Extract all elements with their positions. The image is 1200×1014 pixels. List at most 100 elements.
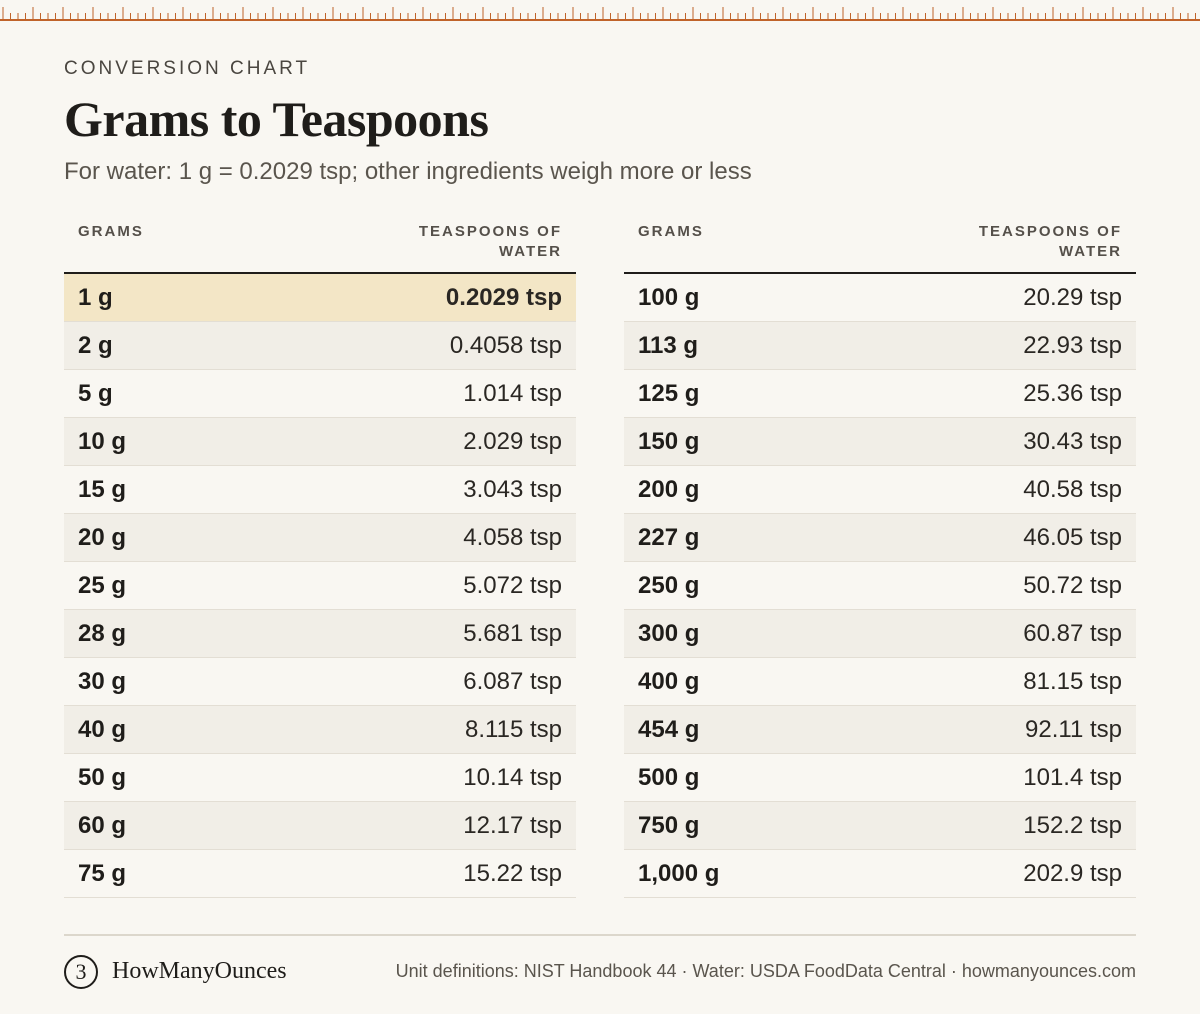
teaspoons-cell: 0.2029 tsp — [445, 283, 562, 311]
grams-cell: 400 g — [638, 667, 700, 695]
teaspoons-cell: 101.4 tsp — [1023, 763, 1122, 791]
table-row: 227 g 46.05 tsp — [624, 514, 1136, 562]
page-subtitle: For water: 1 g = 0.2029 tsp; other ingre… — [64, 158, 752, 185]
table-row: 113 g 22.93 tsp — [624, 322, 1136, 370]
teaspoons-cell: 0.4058 tsp — [449, 331, 562, 359]
teaspoons-cell: 4.058 tsp — [463, 523, 562, 551]
conversion-table-right: GRAMS TEASPOONS OF WATER 100 g 20.29 tsp 1… — [624, 218, 1136, 898]
table-row: 25 g 5.072 tsp — [64, 562, 576, 610]
teaspoons-cell: 22.93 tsp — [1023, 331, 1122, 359]
table-row: 125 g 25.36 tsp — [624, 370, 1136, 418]
brand-name: HowManyOunces — [112, 958, 287, 984]
teaspoons-cell: 20.29 tsp — [1023, 283, 1122, 311]
footer-divider — [64, 934, 1136, 936]
table-body-left: 1 g 0.2029 tsp 2 g 0.4058 tsp 5 g 1.014 tsp 10… — [64, 274, 576, 898]
teaspoons-cell: 30.43 tsp — [1023, 427, 1122, 455]
teaspoons-cell: 5.681 tsp — [463, 619, 562, 647]
teaspoons-header-line1: TEASPOONS OF — [418, 223, 562, 240]
table-row: 150 g 30.43 tsp — [624, 418, 1136, 466]
table-row: 50 g 10.14 tsp — [64, 754, 576, 802]
teaspoons-cell: 60.87 tsp — [1023, 619, 1122, 647]
teaspoons-cell: 15.22 tsp — [463, 859, 562, 887]
table-row: 15 g 3.043 tsp — [64, 466, 576, 514]
grams-cell: 15 g — [78, 475, 127, 503]
teaspoons-cell: 12.17 tsp — [463, 811, 562, 839]
grams-cell: 1 g — [78, 283, 113, 311]
grams-cell: 113 g — [638, 331, 699, 359]
table-row: 454 g 92.11 tsp — [624, 706, 1136, 754]
teaspoons-cell: 81.15 tsp — [1023, 667, 1122, 695]
teaspoons-cell: 46.05 tsp — [1023, 523, 1122, 551]
grams-cell: 150 g — [638, 427, 700, 455]
grams-cell: 25 g — [78, 571, 127, 599]
table-row: 500 g 101.4 tsp — [624, 754, 1136, 802]
eyebrow-label: CONVERSION CHART — [64, 58, 311, 79]
table-row: 28 g 5.681 tsp — [64, 610, 576, 658]
table-row: 1 g 0.2029 tsp — [64, 274, 576, 322]
ruler-decoration — [0, 7, 1200, 21]
grams-cell: 28 g — [78, 619, 127, 647]
table-row: 20 g 4.058 tsp — [64, 514, 576, 562]
grams-cell: 454 g — [638, 715, 700, 743]
grams-cell: 500 g — [638, 763, 700, 791]
grams-cell: 750 g — [638, 811, 700, 839]
grams-cell: 50 g — [78, 763, 127, 791]
table-row: 1,000 g 202.9 tsp — [624, 850, 1136, 898]
table-row: 300 g 60.87 tsp — [624, 610, 1136, 658]
table-header: GRAMS TEASPOONS OF WATER — [624, 218, 1136, 274]
conversion-table-left: GRAMS TEASPOONS OF WATER 1 g 0.2029 tsp 2 … — [64, 218, 576, 898]
grams-cell: 10 g — [78, 427, 127, 455]
teaspoons-cell: 202.9 tsp — [1023, 859, 1122, 887]
teaspoons-header-line2: WATER — [498, 243, 562, 260]
source-note: Unit definitions: NIST Handbook 44 · Wat… — [395, 961, 1136, 981]
teaspoons-cell: 10.14 tsp — [463, 763, 562, 791]
teaspoons-cell: 25.36 tsp — [1023, 379, 1122, 407]
teaspoons-cell: 1.014 tsp — [463, 379, 562, 407]
grams-cell: 75 g — [78, 859, 127, 887]
teaspoons-cell: 6.087 tsp — [463, 667, 562, 695]
teaspoons-cell: 3.043 tsp — [463, 475, 562, 503]
teaspoons-cell: 92.11 tsp — [1025, 715, 1122, 743]
table-body-right: 100 g 20.29 tsp 113 g 22.93 tsp 125 g 25.36 t… — [624, 274, 1136, 898]
teaspoons-cell: 50.72 tsp — [1023, 571, 1122, 599]
grams-cell: 300 g — [638, 619, 700, 647]
teaspoons-header-line1: TEASPOONS OF — [978, 223, 1122, 240]
brand-logo-icon: 3 — [64, 955, 98, 989]
table-row: 10 g 2.029 tsp — [64, 418, 576, 466]
teaspoons-header-line2: WATER — [1058, 243, 1122, 260]
grams-column-header: GRAMS — [78, 223, 144, 240]
table-row: 200 g 40.58 tsp — [624, 466, 1136, 514]
grams-column-header: GRAMS — [638, 223, 704, 240]
table-row: 60 g 12.17 tsp — [64, 802, 576, 850]
grams-cell: 5 g — [78, 379, 113, 407]
teaspoons-column-header: TEASPOONS OF WATER — [392, 222, 562, 272]
table-row: 75 g 15.22 tsp — [64, 850, 576, 898]
teaspoons-cell: 152.2 tsp — [1023, 811, 1122, 839]
page-title: Grams to Teaspoons — [64, 91, 489, 147]
grams-cell: 30 g — [78, 667, 127, 695]
grams-cell: 40 g — [78, 715, 127, 743]
table-row: 400 g 81.15 tsp — [624, 658, 1136, 706]
table-row: 30 g 6.087 tsp — [64, 658, 576, 706]
grams-cell: 250 g — [638, 571, 700, 599]
grams-cell: 200 g — [638, 475, 700, 503]
table-row: 40 g 8.115 tsp — [64, 706, 576, 754]
table-row: 2 g 0.4058 tsp — [64, 322, 576, 370]
grams-cell: 125 g — [638, 379, 700, 407]
grams-cell: 1,000 g — [638, 859, 720, 887]
teaspoons-cell: 40.58 tsp — [1023, 475, 1122, 503]
grams-cell: 60 g — [78, 811, 127, 839]
teaspoons-cell: 8.115 tsp — [465, 715, 562, 743]
teaspoons-cell: 2.029 tsp — [463, 427, 562, 455]
teaspoons-cell: 5.072 tsp — [463, 571, 562, 599]
table-row: 250 g 50.72 tsp — [624, 562, 1136, 610]
grams-cell: 100 g — [638, 283, 700, 311]
grams-cell: 2 g — [78, 331, 113, 359]
table-row: 750 g 152.2 tsp — [624, 802, 1136, 850]
table-header: GRAMS TEASPOONS OF WATER — [64, 218, 576, 274]
table-row: 100 g 20.29 tsp — [624, 274, 1136, 322]
table-row: 5 g 1.014 tsp — [64, 370, 576, 418]
grams-cell: 20 g — [78, 523, 127, 551]
grams-cell: 227 g — [638, 523, 700, 551]
teaspoons-column-header: TEASPOONS OF WATER — [952, 222, 1122, 272]
